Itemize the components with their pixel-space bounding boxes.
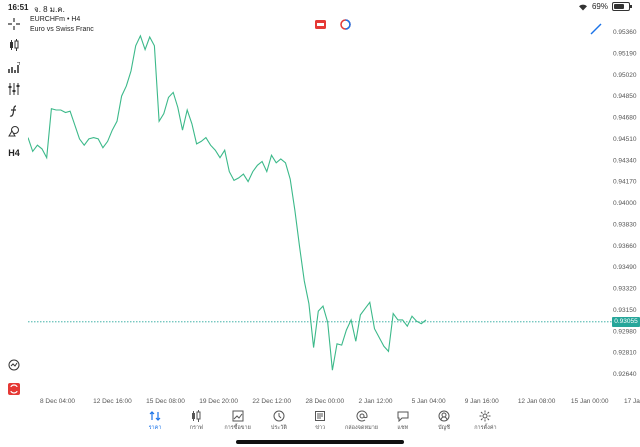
x-tick-label: 9 Jan 16:00 bbox=[465, 398, 499, 405]
timeframe-icon[interactable]: H4 bbox=[8, 148, 20, 158]
nav-item-label: แชท bbox=[397, 425, 409, 431]
status-bar: 16:51 จ. 8 ม.ค. 69% bbox=[0, 0, 640, 14]
y-tick-label: 0.94680 bbox=[613, 115, 637, 122]
nav-item-chat[interactable]: แชท bbox=[383, 410, 423, 432]
nav-item-trade[interactable]: การซื้อขาย bbox=[218, 410, 258, 432]
y-tick-label: 0.94170 bbox=[613, 179, 637, 186]
y-tick-label: 0.92640 bbox=[613, 371, 637, 378]
x-tick-label: 28 Dec 00:00 bbox=[305, 398, 344, 405]
battery-percent: 69% bbox=[591, 2, 608, 11]
candlestick-icon[interactable] bbox=[5, 36, 23, 54]
y-tick-label: 0.95190 bbox=[613, 50, 637, 57]
symbol-description: Euro vs Swiss Franc bbox=[30, 26, 94, 33]
y-tick-label: 0.92810 bbox=[613, 350, 637, 357]
y-tick-label: 0.93490 bbox=[613, 264, 637, 271]
depth-of-market-icon[interactable] bbox=[340, 19, 351, 30]
battery-icon bbox=[612, 2, 632, 11]
left-toolbar: H4 bbox=[0, 14, 28, 414]
y-tick-label: 0.93320 bbox=[613, 286, 637, 293]
wifi-icon bbox=[578, 4, 587, 10]
price-chart[interactable]: 0.95360 0.95190 0.95020 0.94850 0.94680 0.945… bbox=[28, 14, 640, 414]
status-date: จ. 8 ม.ค. bbox=[34, 5, 65, 14]
chat-icon bbox=[397, 411, 409, 422]
nav-item-label: บัญชี bbox=[438, 425, 451, 431]
one-click-trading-icon[interactable] bbox=[315, 20, 326, 29]
nav-item-label: การตั้งค่า bbox=[474, 425, 497, 431]
x-tick-label: 22 Dec 12:00 bbox=[252, 398, 291, 405]
nav-item-quotes[interactable]: ราคา bbox=[135, 410, 175, 432]
account-icon bbox=[438, 410, 450, 422]
x-tick-label: 2 Jan 12:00 bbox=[359, 398, 393, 405]
trade-icon bbox=[232, 410, 244, 422]
settings-icon bbox=[479, 410, 491, 422]
y-tick-label: 0.93660 bbox=[613, 243, 637, 250]
status-right: 69% bbox=[578, 2, 632, 11]
nav-item-mailbox[interactable]: กล่องจดหมาย bbox=[342, 410, 382, 432]
chart-icon bbox=[192, 410, 201, 422]
x-tick-label: 19 Dec 20:00 bbox=[199, 398, 238, 405]
price-series-line bbox=[28, 34, 427, 371]
symbol-ticker: EURCHFm • H4 bbox=[30, 16, 81, 23]
y-tick-label: 0.95020 bbox=[613, 72, 637, 79]
home-indicator bbox=[236, 440, 404, 444]
x-tick-label: 12 Dec 16:00 bbox=[93, 398, 132, 405]
y-tick-label: 0.93150 bbox=[613, 307, 637, 314]
x-tick-label: 5 Jan 04:00 bbox=[412, 398, 446, 405]
nav-item-label: การซื้อขาย bbox=[224, 425, 251, 431]
y-tick-label: 0.93830 bbox=[613, 221, 637, 228]
settings-sliders-icon[interactable] bbox=[5, 80, 23, 98]
x-tick-label: 12 Jan 08:00 bbox=[518, 398, 556, 405]
y-tick-label: 0.94000 bbox=[613, 200, 637, 207]
nav-item-label: กล่องจดหมาย bbox=[344, 425, 379, 431]
nav-item-label: กราฟ bbox=[189, 425, 203, 431]
nav-item-chart[interactable]: กราฟ bbox=[176, 410, 216, 432]
x-tick-label: 17 Jan 12:00 bbox=[624, 398, 640, 405]
status-time: 16:51 bbox=[8, 3, 29, 12]
x-tick-label: 15 Jan 00:00 bbox=[571, 398, 609, 405]
nav-item-label: ประวัติ bbox=[270, 425, 287, 431]
analytics-icon[interactable] bbox=[5, 356, 23, 374]
symbol-header: EURCHFm • H4 Euro vs Swiss Franc bbox=[30, 15, 94, 35]
nav-item-news[interactable]: ข่าว bbox=[300, 410, 340, 432]
y-tick-label: 0.92980 bbox=[613, 328, 637, 335]
broker-logo-icon[interactable] bbox=[5, 380, 23, 398]
x-tick-label: 15 Dec 08:00 bbox=[146, 398, 185, 405]
history-icon bbox=[273, 410, 285, 422]
y-tick-label: 0.94510 bbox=[613, 136, 637, 143]
nav-item-history[interactable]: ประวัติ bbox=[259, 410, 299, 432]
crosshair-icon[interactable] bbox=[5, 15, 23, 33]
current-price-tag: 0.93055 bbox=[612, 316, 640, 327]
nav-item-settings[interactable]: การตั้งค่า bbox=[465, 410, 505, 432]
nav-item-label: ข่าว bbox=[315, 425, 326, 431]
y-tick-label: 0.94850 bbox=[613, 93, 637, 100]
x-tick-label: 8 Dec 04:00 bbox=[40, 398, 75, 405]
nav-item-account[interactable]: บัญชี bbox=[424, 410, 464, 432]
indicators-icon[interactable] bbox=[5, 59, 23, 77]
function-icon[interactable] bbox=[5, 102, 23, 120]
y-tick-label: 0.95360 bbox=[613, 29, 637, 36]
drawing-line-icon[interactable] bbox=[590, 23, 602, 35]
nav-item-label: ราคา bbox=[148, 425, 162, 431]
news-icon bbox=[315, 411, 326, 421]
quotes-icon bbox=[149, 411, 161, 421]
shapes-icon[interactable] bbox=[5, 122, 23, 140]
y-tick-label: 0.94340 bbox=[613, 157, 637, 164]
mailbox-icon bbox=[356, 410, 367, 422]
